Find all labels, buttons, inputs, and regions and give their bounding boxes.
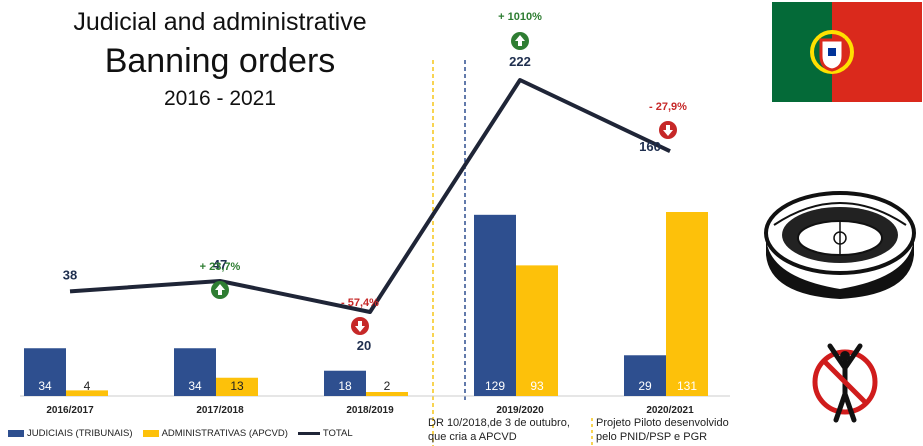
change-label: + 23,7%	[200, 261, 241, 273]
bar-judiciais	[474, 214, 516, 396]
x-tick-label: 2017/2018	[196, 405, 244, 416]
change-label: - 57,4%	[341, 297, 379, 309]
stadium-icon	[764, 191, 916, 299]
change-label: + 1010%	[498, 11, 542, 23]
legend-swatch-total	[297, 432, 320, 435]
x-tick-label: 2020/2021	[646, 405, 694, 416]
arrow-up-glyph	[215, 284, 225, 295]
bar-judiciais	[24, 348, 66, 396]
total-line	[69, 78, 671, 314]
legend-item-total: TOTAL	[297, 428, 353, 439]
legend-label-total: TOTAL	[322, 428, 353, 439]
data-label-judiciais: 18	[338, 379, 352, 393]
data-label-judiciais: 129	[485, 379, 505, 393]
bar-judiciais	[624, 355, 666, 396]
bar-administrativas	[666, 212, 708, 396]
bar-judiciais	[174, 348, 216, 396]
bar-administrativas	[516, 265, 558, 396]
total-label: 160	[639, 139, 661, 154]
total-label: 38	[63, 267, 77, 282]
x-tick-label: 2016/2017	[46, 405, 94, 416]
data-label-administrativas: 4	[84, 379, 91, 393]
legend-label-judiciais: JUDICIAIS (TRIBUNAIS)	[27, 428, 133, 439]
title-line-3: 2016 - 2021	[163, 87, 277, 110]
bar-administrativas	[216, 377, 258, 396]
chart-legend: JUDICIAIS (TRIBUNAIS) ADMINISTRATIVAS (A…	[8, 428, 363, 439]
data-label-administrativas: 131	[677, 379, 697, 393]
note-pilot: Projeto Piloto desenvolvido pelo PNID/PS…	[596, 416, 729, 444]
data-label-administrativas: 93	[530, 379, 544, 393]
legend-swatch-administrativas	[142, 430, 159, 437]
title-line-1: Judicial and administrative	[73, 8, 367, 36]
arrow-down-glyph	[355, 321, 365, 332]
note-apcvd: DR 10/2018,de 3 de outubro, que cria a A…	[428, 416, 570, 444]
note-pilot-line-2: pelo PNID/PSP e PGR	[596, 431, 708, 443]
arrow-down-glyph	[663, 125, 673, 136]
portugal-flag-icon	[772, 2, 922, 102]
legend-label-administrativas: ADMINISTRATIVAS (APCVD)	[161, 428, 288, 439]
total-label: 47	[213, 257, 227, 272]
bar-judiciais	[324, 370, 366, 396]
data-label-administrativas: 13	[230, 379, 244, 393]
legend-item-judiciais: JUDICIAIS (TRIBUNAIS)	[8, 428, 133, 439]
chart-title: Judicial and administrative Banning orde…	[20, 6, 420, 114]
title-line-2: Banning orders	[104, 42, 336, 80]
legend-item-administrativas: ADMINISTRATIVAS (APCVD)	[142, 428, 288, 439]
data-label-judiciais: 34	[188, 379, 202, 393]
bar-administrativas	[66, 390, 108, 396]
total-label: 20	[357, 338, 371, 353]
note-apcvd-line-2: que cria a APCVD	[428, 431, 517, 443]
x-tick-label: 2018/2019	[346, 405, 394, 416]
legend-swatch-judiciais	[8, 430, 24, 437]
data-label-administrativas: 2	[384, 379, 391, 393]
note-apcvd-line-1: DR 10/2018,de 3 de outubro,	[428, 417, 570, 429]
bar-administrativas	[366, 392, 408, 396]
arrow-up-glyph	[515, 35, 525, 46]
change-label: - 27,9%	[649, 101, 687, 113]
no-fans-icon	[812, 343, 878, 423]
data-label-judiciais: 29	[638, 379, 652, 393]
total-label: 222	[509, 54, 531, 69]
note-pilot-line-1: Projeto Piloto desenvolvido	[596, 417, 729, 429]
x-tick-label: 2019/2020	[496, 405, 544, 416]
data-label-judiciais: 34	[38, 379, 52, 393]
